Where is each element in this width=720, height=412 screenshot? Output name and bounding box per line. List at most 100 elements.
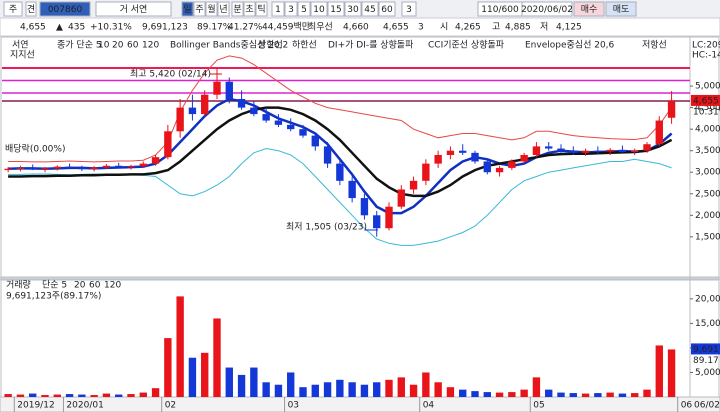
volume-bar	[336, 379, 344, 397]
toolbar-button[interactable]	[25, 1, 37, 17]
x-tick-label: 2019/12	[17, 401, 54, 411]
toolbar-button[interactable]	[271, 1, 285, 17]
candle-body	[139, 163, 147, 167]
volume-bar	[16, 394, 25, 397]
candle-body	[127, 166, 135, 168]
legend-entry: 종가 단순 5	[57, 40, 102, 51]
toolbar-button[interactable]	[181, 1, 194, 17]
volume-bar	[631, 393, 639, 397]
toolbar-button[interactable]	[344, 1, 362, 17]
y-tick-label: 4,000	[695, 125, 720, 135]
quote-field: 4,265	[455, 23, 481, 33]
toolbar-button[interactable]	[573, 1, 605, 17]
toolbar-button[interactable]	[243, 1, 256, 17]
toolbar-label[interactable]: 매수	[581, 4, 598, 15]
quote-field: 41.27%	[228, 23, 263, 33]
toolbar-button[interactable]	[378, 1, 396, 17]
volume-bar	[385, 379, 393, 397]
candle-body	[606, 149, 614, 152]
quote-field: 4,125	[556, 23, 582, 33]
quote-field: 최우선	[308, 22, 333, 33]
toolbar-label[interactable]: 틱	[257, 3, 265, 15]
toolbar-label[interactable]: 주	[195, 4, 203, 15]
last-volume-ratio: 89.17	[693, 356, 719, 366]
toolbar-label[interactable]: 분	[233, 4, 241, 15]
y-tick-label: 1,500	[695, 232, 720, 242]
annotation: 최저 1,505 (03/23)	[286, 222, 367, 233]
toolbar-button[interactable]	[3, 1, 23, 17]
toolbar-button[interactable]	[401, 1, 417, 17]
toolbar-label[interactable]: 초	[245, 4, 253, 15]
toolbar-label[interactable]: 3	[406, 5, 412, 15]
toolbar-label[interactable]: 3	[288, 5, 294, 15]
toolbar-button[interactable]	[231, 1, 244, 17]
quote-field: 저	[540, 22, 548, 33]
volume-bar	[201, 352, 209, 397]
candle-body	[115, 165, 123, 168]
toolbar-button[interactable]	[193, 1, 206, 17]
toolbar-label[interactable]: 10	[313, 5, 325, 15]
toolbar-label[interactable]: 60	[381, 5, 393, 15]
toolbar-button[interactable]	[217, 1, 230, 17]
x-end-label: 06/02	[694, 401, 720, 411]
volume-bar	[65, 394, 74, 397]
volume-bar	[643, 389, 651, 397]
toolbar-label[interactable]: 110/600	[481, 5, 519, 15]
volume-bar	[213, 318, 221, 397]
candle-body	[618, 149, 627, 152]
toolbar-label[interactable]: 15	[330, 5, 341, 15]
toolbar-button[interactable]	[521, 1, 573, 17]
toolbar-label[interactable]: 2020/06/02	[521, 5, 573, 15]
volume-bar	[139, 392, 147, 397]
toolbar-label[interactable]: 거 서연	[120, 4, 148, 15]
volume-bar	[102, 393, 111, 397]
toolbar-button[interactable]	[297, 1, 311, 17]
annotation: 배당락(0.00%)	[5, 143, 65, 155]
volume-bar	[348, 382, 356, 397]
candle-body	[557, 148, 565, 151]
x-tick-label: 2020/01	[66, 401, 103, 411]
toolbar-label[interactable]: 월	[207, 3, 215, 15]
quote-field: 고	[492, 23, 500, 33]
toolbar-label[interactable]: 5	[301, 5, 307, 15]
legend-entry: 거래량	[6, 279, 31, 291]
toolbar-button[interactable]	[95, 1, 172, 17]
volume-pane	[0, 279, 720, 398]
last-change-label: 10.31%	[693, 107, 720, 117]
toolbar-button[interactable]	[327, 1, 345, 17]
volume-bar	[434, 382, 442, 397]
toolbar-label[interactable]: 견	[27, 3, 35, 15]
last-volume-label: 9,691	[693, 345, 719, 355]
quote-field: 9,691,123	[142, 23, 188, 33]
toolbar-label[interactable]: 30	[347, 5, 359, 15]
toolbar-button[interactable]	[310, 1, 328, 17]
toolbar-button[interactable]	[284, 1, 298, 17]
toolbar-label[interactable]: 년	[219, 4, 227, 15]
y-tick-label: 4,500	[695, 103, 720, 113]
toolbar-label[interactable]: 주	[9, 4, 17, 15]
volume-bar	[422, 372, 430, 397]
toolbar-button[interactable]	[361, 1, 379, 17]
candle-body	[250, 107, 258, 115]
toolbar-button[interactable]	[605, 1, 637, 17]
candle-body	[594, 150, 602, 152]
toolbar-label[interactable]: 일	[183, 4, 191, 15]
toolbar-label[interactable]: 45	[364, 5, 375, 15]
volume-bar	[151, 388, 160, 397]
volume-bar	[594, 393, 602, 397]
toolbar-button[interactable]	[39, 1, 91, 17]
toolbar-button[interactable]	[205, 1, 218, 17]
toolbar-label[interactable]: 1	[275, 5, 281, 15]
volume-bar	[250, 367, 258, 397]
quote-field: 4,655	[20, 23, 46, 33]
candle-body	[434, 155, 442, 164]
quote-field: 4,885	[505, 23, 531, 33]
toolbar-label[interactable]: 007860	[48, 5, 83, 15]
toolbar-label[interactable]: 매도	[613, 4, 630, 15]
candle-body	[90, 167, 98, 170]
volume-bar	[287, 372, 295, 397]
toolbar-button[interactable]	[255, 1, 268, 17]
candle-body	[151, 157, 160, 164]
candle-body	[299, 129, 307, 136]
legend-entry: 저항선	[642, 40, 667, 51]
